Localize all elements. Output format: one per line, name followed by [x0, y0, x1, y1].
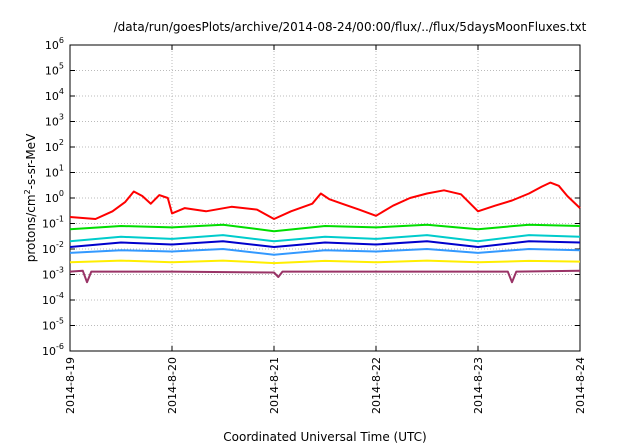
y-axis-label-sup: 2 — [23, 189, 32, 194]
y-tick-label: 100 — [45, 189, 64, 205]
series-group — [69, 181, 581, 284]
y-axis-label: protons/cm2-s-sr-MeV — [23, 133, 38, 262]
y-tick-label: 10-5 — [42, 317, 64, 333]
y-tick-label-exponent: 4 — [59, 87, 64, 96]
y-tick-label: 104 — [45, 87, 64, 103]
y-tick-label-base: 10 — [42, 243, 56, 256]
y-tick-label-exponent: 6 — [59, 36, 64, 45]
y-tick-label-exponent: -5 — [56, 317, 64, 326]
y-tick-label-base: 10 — [42, 294, 56, 307]
series-line — [69, 181, 581, 220]
x-tick-label: 2014-8-22 — [370, 357, 383, 414]
x-axis: 2014-8-19 2014-8-20 2014-8-21 2014-8-22 2014… — [64, 45, 587, 414]
y-tick-label: 10-3 — [42, 266, 64, 282]
y-tick-label-exponent: 2 — [59, 138, 64, 147]
y-tick-label-base: 10 — [42, 320, 56, 333]
y-tick-label: 102 — [45, 138, 64, 154]
y-tick-label: 10-2 — [42, 240, 64, 256]
y-tick-label-base: 10 — [42, 218, 56, 231]
y-tick-label-exponent: 3 — [59, 113, 64, 122]
series-line — [69, 269, 581, 284]
y-axis-label-prefix: protons/cm — [24, 194, 38, 262]
y-tick-label-base: 10 — [42, 269, 56, 282]
y-tick-label-base: 10 — [45, 90, 59, 103]
y-tick-label-exponent: -6 — [56, 342, 64, 351]
y-tick-label-base: 10 — [45, 65, 59, 78]
series-line — [69, 259, 581, 265]
chart-title: /data/run/goesPlots/archive/2014-08-24/0… — [114, 20, 587, 34]
y-tick-label: 101 — [45, 164, 64, 180]
x-axis-label: Coordinated Universal Time (UTC) — [223, 430, 426, 444]
y-tick-label-exponent: -4 — [56, 291, 64, 300]
x-tick-label: 2014-8-19 — [64, 357, 77, 414]
y-tick-label: 103 — [45, 113, 64, 129]
x-tick-label: 2014-8-23 — [472, 357, 485, 414]
y-tick-label-base: 10 — [45, 192, 59, 205]
y-tick-label-base: 10 — [42, 345, 56, 358]
y-tick-label: 105 — [45, 62, 64, 78]
y-tick-label: 10-1 — [42, 215, 64, 231]
y-tick-label: 10-6 — [42, 342, 64, 358]
y-axis: 10-610-510-410-310-210-11001011021031041… — [42, 36, 580, 358]
y-tick-label-exponent: 5 — [59, 62, 64, 71]
y-tick-label-base: 10 — [45, 39, 59, 52]
x-tick-label: 2014-8-24 — [574, 357, 587, 414]
series-line — [69, 234, 581, 243]
y-tick-label-base: 10 — [45, 167, 59, 180]
y-tick-label: 106 — [45, 36, 64, 52]
x-tick-label: 2014-8-21 — [268, 357, 281, 414]
x-tick-label: 2014-8-20 — [166, 357, 179, 414]
y-tick-label-exponent: -3 — [56, 266, 64, 275]
series-line — [69, 248, 581, 256]
y-tick-label-base: 10 — [45, 116, 59, 129]
y-tick-label-exponent: -2 — [56, 240, 64, 249]
series-line — [69, 240, 581, 248]
y-tick-label-base: 10 — [45, 141, 59, 154]
y-tick-label-exponent: 0 — [59, 189, 64, 198]
series-line — [69, 223, 581, 233]
y-axis-label-suffix: -s-sr-MeV — [24, 133, 38, 189]
grid — [70, 45, 580, 351]
y-tick-label-exponent: 1 — [59, 164, 64, 173]
y-tick-label-exponent: -1 — [56, 215, 64, 224]
y-tick-label: 10-4 — [42, 291, 64, 307]
